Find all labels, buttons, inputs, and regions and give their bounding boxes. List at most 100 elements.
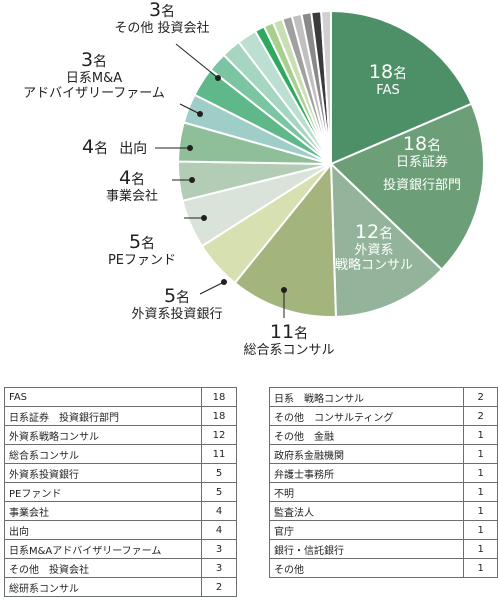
table-cell-name: その他 金融 <box>268 425 465 445</box>
label-nikkei-ma-unit: 名 <box>93 54 108 70</box>
pie-slice-1 <box>329 102 485 271</box>
label-sougou-unit: 名 <box>294 326 309 342</box>
pie-slice-3 <box>233 161 337 318</box>
leader-sonota-toushi <box>175 43 219 79</box>
table-row: PEファンド 5 <box>4 482 237 502</box>
label-fas-name: FAS <box>376 82 400 98</box>
table-cell-value: 12 <box>201 425 237 445</box>
label-nikkei-ib-num: 18 <box>402 133 428 155</box>
label-nikkei-ma-name2: アドバイザリーファーム <box>23 85 165 101</box>
label-shukkou-name: 出向 <box>119 141 148 157</box>
table-cell-value: 1 <box>463 482 498 502</box>
label-jigyou: 4名 事業会社 <box>92 167 172 205</box>
label-nikkei-ib-name2: 投資銀行部門 <box>382 177 461 193</box>
table-cell-value: 1 <box>463 520 498 540</box>
table-cell-value: 11 <box>201 444 237 464</box>
label-pe: 5名 PEファンド <box>92 231 192 269</box>
table-cell-value: 5 <box>201 482 237 502</box>
pie-slice-2 <box>329 161 444 318</box>
label-gaishi-senryaku-name2: 戦略コンサル <box>334 257 413 273</box>
table-cell-name: 監査法人 <box>268 501 465 521</box>
table-cell-value: 1 <box>463 444 498 464</box>
label-gaishi-ib: 5名 外資系投資銀行 <box>112 285 242 323</box>
label-fas-unit: 名 <box>393 66 408 82</box>
pie-slice-0 <box>330 9 473 166</box>
label-sougou-num: 11 <box>269 321 295 343</box>
label-nikkei-ma-name1: 日系M&A <box>65 70 123 86</box>
table-row: 不明 1 <box>268 482 498 502</box>
table-cell-name: 出向 <box>4 520 202 540</box>
table-row: FAS 18 <box>4 387 237 407</box>
table-cell-value: 4 <box>201 501 237 521</box>
label-sougou-name: 総合系コンサル <box>243 342 335 358</box>
table-cell-value: 2 <box>463 387 498 407</box>
table-row: 銀行・信託銀行 1 <box>268 539 498 559</box>
label-gaishi-ib-name: 外資系投資銀行 <box>131 306 223 322</box>
table-cell-name: その他 <box>268 558 465 578</box>
table-cell-name: 事業会社 <box>4 501 202 521</box>
table-row: 総研系コンサル 2 <box>4 577 237 597</box>
pie-slice-20 <box>320 9 332 165</box>
table-cell-name: 外資系戦略コンサル <box>4 425 202 445</box>
table-cell-name: 日系 戦略コンサル <box>268 387 465 407</box>
leader-gaishi-ib <box>199 281 225 295</box>
label-nikkei-ib-unit: 名 <box>427 138 442 154</box>
table-cell-value: 18 <box>201 387 237 407</box>
table-cell-value: 2 <box>201 577 237 597</box>
label-pe-num: 5 <box>128 231 142 253</box>
table-row: 政府系金融機関 1 <box>268 444 498 464</box>
table-row: その他 コンサルティング 2 <box>268 406 498 426</box>
label-jigyou-name: 事業会社 <box>105 188 158 204</box>
table-row: 事業会社 4 <box>4 501 237 521</box>
leader-nikkei-ma <box>179 103 201 115</box>
table-row: 出向 4 <box>4 520 237 540</box>
table-row: その他 1 <box>268 558 498 578</box>
table-cell-name: PEファンド <box>4 482 202 502</box>
table-cell-name: 外資系投資銀行 <box>4 463 202 483</box>
label-sonota-toushi-unit: 名 <box>161 4 176 20</box>
table-cell-value: 1 <box>463 558 498 578</box>
label-pe-name: PEファンド <box>107 252 177 268</box>
table-cell-name: 官庁 <box>268 520 465 540</box>
table-cell-value: 2 <box>463 406 498 426</box>
label-jigyou-unit: 名 <box>131 172 146 188</box>
label-jigyou-num: 4 <box>118 167 132 189</box>
table-cell-value: 3 <box>201 558 237 578</box>
label-sonota-toushi-num: 3 <box>148 0 162 21</box>
table-cell-value: 5 <box>201 463 237 483</box>
table-cell-name: 不明 <box>268 482 465 502</box>
table-cell-name: 日系M&Aアドバイザリーファーム <box>4 539 202 559</box>
label-gaishi-senryaku-num: 12 <box>354 221 380 243</box>
table-cell-name: その他 コンサルティング <box>268 406 465 426</box>
table-row: 外資系投資銀行 5 <box>4 463 237 483</box>
breakdown-table-right: 日系 戦略コンサル 2 その他 コンサルティング 2 その他 金融 1 政府系金融機関 1 弁護… <box>268 387 498 578</box>
table-cell-value: 1 <box>463 501 498 521</box>
table-row: 総合系コンサル 11 <box>4 444 237 464</box>
label-gaishi-ib-unit: 名 <box>176 290 191 306</box>
label-gaishi-senryaku: 12名 外資系 戦略コンサル <box>324 221 424 274</box>
table-cell-value: 1 <box>463 425 498 445</box>
table-cell-name: 弁護士事務所 <box>268 463 465 483</box>
table-cell-name: 総合系コンサル <box>4 444 202 464</box>
label-nikkei-ib-name1: 日系証券 <box>395 154 448 170</box>
label-gaishi-ib-num: 5 <box>163 285 177 307</box>
label-fas: 18名 FAS <box>356 61 420 99</box>
table-cell-name: 総研系コンサル <box>4 577 202 597</box>
table-cell-value: 18 <box>201 406 237 426</box>
table-row: 官庁 1 <box>268 520 498 540</box>
table-row: 日系M&Aアドバイザリーファーム 3 <box>4 539 237 559</box>
label-gaishi-senryaku-name1: 外資系 <box>354 242 394 258</box>
table-row: 外資系戦略コンサル 12 <box>4 425 237 445</box>
table-cell-value: 3 <box>201 539 237 559</box>
label-sonota-toushi: 3名 その他 投資会社 <box>92 0 232 37</box>
label-fas-num: 18 <box>368 61 394 83</box>
table-cell-name: FAS <box>4 387 202 407</box>
table-cell-value: 1 <box>463 463 498 483</box>
label-pe-unit: 名 <box>141 236 156 252</box>
table-cell-name: 政府系金融機関 <box>268 444 465 464</box>
table-cell-value: 4 <box>201 520 237 540</box>
label-shukkou: 4名 出向 <box>82 136 158 159</box>
table-cell-value: 1 <box>463 539 498 559</box>
table-row: 弁護士事務所 1 <box>268 463 498 483</box>
label-nikkei-ma-num: 3 <box>80 49 94 71</box>
